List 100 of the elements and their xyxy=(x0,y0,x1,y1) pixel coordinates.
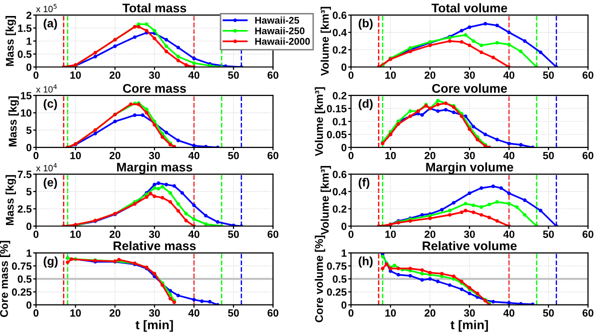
y-tick-label: 0.05 xyxy=(326,130,347,138)
y-tick-label: 0.25 xyxy=(12,288,32,296)
x-tick-label: 40 xyxy=(188,152,200,160)
x-tick-label: 50 xyxy=(543,71,554,79)
x-tick-label: 0 xyxy=(348,230,354,238)
x-tick-label: 30 xyxy=(464,309,475,317)
y-tick-label: 0.5 xyxy=(18,275,32,283)
y-tick-label: 0 xyxy=(26,222,32,230)
annotation: (f) xyxy=(358,178,370,189)
y-axis-title: Core mass [%] xyxy=(0,240,10,318)
x-tick-label: 50 xyxy=(543,230,554,238)
x-tick-label: 30 xyxy=(464,230,475,238)
y-tick-label: 0.5 xyxy=(18,50,32,58)
x-tick-label: 50 xyxy=(543,152,554,160)
y-tick-label: 0.4 xyxy=(332,188,347,196)
x-tick-label: 0 xyxy=(348,71,354,79)
x-tick-label: 60 xyxy=(268,152,278,160)
y-tick-label: 0.6 xyxy=(332,12,346,19)
y-axis-title: Volume [km³] xyxy=(320,6,331,76)
x-tick-label: 40 xyxy=(503,309,514,317)
x-tick-label: 0 xyxy=(34,230,38,238)
y-tick-label: 10 xyxy=(20,109,32,117)
chart-title: Total volume xyxy=(432,3,508,12)
y-tick-label: 0.75 xyxy=(326,262,347,270)
y-axis-title: Mass [kg] xyxy=(6,175,16,226)
annotation: (d) xyxy=(358,99,373,110)
text: x 10$^{5}$ xyxy=(36,4,57,12)
chart-title: Relative mass xyxy=(114,241,196,250)
x-tick-label: 60 xyxy=(268,71,278,79)
legend-label: Hawaii-2000 xyxy=(255,38,310,45)
y-tick-label: 0.5 xyxy=(332,275,347,283)
x-tick-label: 30 xyxy=(148,230,160,238)
y-axis-title: Volume [km³] xyxy=(314,87,326,156)
y-tick-label: 0 xyxy=(26,144,32,152)
x-tick-label: 60 xyxy=(582,71,594,79)
y-tick-label: 1.5 xyxy=(18,24,32,32)
x-tick-label: 10 xyxy=(70,152,81,160)
y-tick-label: 0 xyxy=(341,144,346,152)
y-tick-label: 0.75 xyxy=(12,262,32,270)
y-tick-label: 0 xyxy=(26,64,32,71)
x-tick-label: 40 xyxy=(188,309,200,317)
text: x 10$^{4}$ xyxy=(36,84,57,93)
legend-label: Hawaii-250 xyxy=(255,27,304,34)
x-tick-label: 50 xyxy=(543,309,554,317)
y-tick-label: 5 xyxy=(26,188,32,196)
x-tick-label: 20 xyxy=(424,309,436,317)
x-axis-title: t [min] xyxy=(136,320,173,332)
annotation: (g) xyxy=(44,256,58,268)
y-tick-label: 0 xyxy=(341,301,346,309)
y-axis-title: Mass [kg] xyxy=(6,16,16,66)
x-tick-label: 30 xyxy=(148,309,160,317)
x-tick-label: 40 xyxy=(503,230,514,238)
x-tick-label: 40 xyxy=(188,230,200,238)
x-tick-label: 10 xyxy=(385,230,396,238)
y-axis-title: Mass [kg] xyxy=(8,96,19,146)
y-tick-label: 0.6 xyxy=(332,170,346,178)
x-axis-title: t [min] xyxy=(450,320,488,332)
y-tick-label: 1 xyxy=(26,250,32,257)
chart-title: Core volume xyxy=(432,84,507,93)
x-tick-label: 20 xyxy=(110,309,120,317)
x-tick-label: 20 xyxy=(424,71,436,79)
chart-title: Margin mass xyxy=(117,162,192,174)
annotation: (c) xyxy=(44,99,57,110)
x-tick-label: 60 xyxy=(582,230,594,238)
y-tick-label: 2.5 xyxy=(18,205,32,213)
x-tick-label: 40 xyxy=(503,71,514,79)
x-tick-label: 10 xyxy=(385,152,396,160)
x-tick-label: 0 xyxy=(348,309,354,317)
y-tick-label: 5 xyxy=(26,126,32,134)
x-tick-label: 0 xyxy=(34,309,38,317)
legend-label: Hawaii-25 xyxy=(255,16,300,24)
y-tick-label: 0.4 xyxy=(332,28,347,36)
y-tick-label: 0.25 xyxy=(326,288,347,296)
x-tick-label: 30 xyxy=(464,152,475,160)
chart-title: Margin volume xyxy=(426,162,514,174)
y-tick-label: 0.2 xyxy=(332,92,346,100)
x-tick-label: 10 xyxy=(70,230,81,238)
x-tick-label: 20 xyxy=(424,230,436,238)
annotation: (b) xyxy=(358,18,373,30)
chart-title: Total mass xyxy=(122,3,186,12)
annotation: (e) xyxy=(44,178,57,189)
annotation: (h) xyxy=(358,256,373,268)
x-tick-label: 50 xyxy=(228,152,239,160)
x-tick-label: 20 xyxy=(424,152,436,160)
x-tick-label: 40 xyxy=(503,152,514,160)
x-tick-label: 10 xyxy=(385,309,396,317)
x-tick-label: 10 xyxy=(70,71,81,79)
y-tick-label: 0.2 xyxy=(332,46,346,54)
y-tick-label: 2 xyxy=(26,12,32,19)
x-tick-label: 40 xyxy=(188,71,200,79)
y-tick-label: 0.15 xyxy=(326,104,347,112)
x-tick-label: 0 xyxy=(34,152,38,160)
x-tick-label: 50 xyxy=(228,309,239,317)
x-tick-label: 0 xyxy=(348,152,354,160)
y-tick-label: 0.2 xyxy=(332,205,346,213)
x-tick-label: 60 xyxy=(582,309,594,317)
x-tick-label: 10 xyxy=(70,309,81,317)
x-tick-label: 30 xyxy=(148,71,160,79)
y-tick-label: 1 xyxy=(342,250,347,257)
text: x 10$^{4}$ xyxy=(36,163,57,172)
